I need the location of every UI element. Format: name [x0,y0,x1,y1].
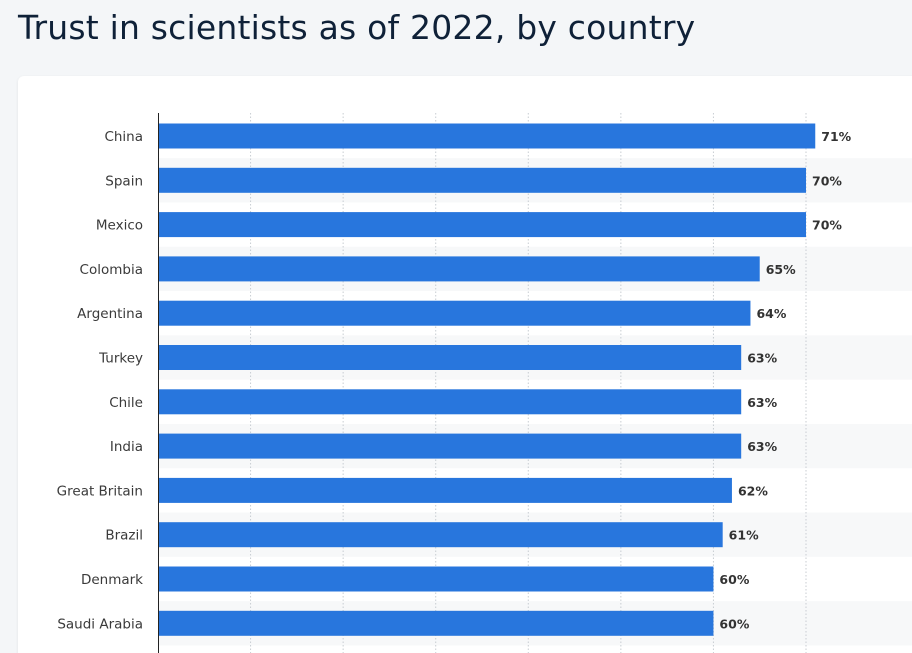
value-label: 70% [812,218,842,233]
category-label: Denmark [81,572,143,588]
category-label: Chile [109,395,143,411]
bar-denmark [158,566,714,592]
value-label: 71% [821,129,851,144]
bar-spain [158,167,806,193]
bar-mexico [158,212,806,238]
bar-chile [158,389,742,415]
value-label: 60% [719,616,749,631]
bar-china [158,123,816,149]
bar-argentina [158,300,751,326]
bar-chart: China 71% Spain 70% Mexico 70% Colombia 65% Arge… [57,113,912,653]
bar-saudi-arabia [158,610,714,636]
category-label: Turkey [98,351,143,367]
value-label: 70% [812,173,842,188]
bar-turkey [158,345,742,370]
category-label: Brazil [105,528,143,544]
bar-brazil [158,522,723,548]
value-label: 63% [747,439,777,454]
category-label: Saudi Arabia [57,616,143,632]
page-title: Trust in scientists as of 2022, by count… [18,8,696,47]
value-label: 64% [756,306,786,321]
category-label: Great Britain [57,483,143,499]
bar-colombia [158,256,760,282]
category-label: Mexico [96,218,143,234]
value-label: 63% [747,351,777,366]
value-label: 62% [738,483,768,498]
category-label: India [110,439,143,455]
value-label: 65% [766,262,796,277]
category-label: Argentina [77,306,143,322]
category-label: Spain [105,173,143,189]
value-label: 61% [729,528,759,543]
value-label: 63% [747,395,777,410]
bar-great-britain [158,477,732,503]
chart-card: China 71% Spain 70% Mexico 70% Colombia 65% Arge… [18,76,912,653]
value-label: 60% [719,572,749,587]
category-label: Colombia [80,262,143,278]
category-label: China [104,129,143,145]
bar-india [158,433,742,459]
